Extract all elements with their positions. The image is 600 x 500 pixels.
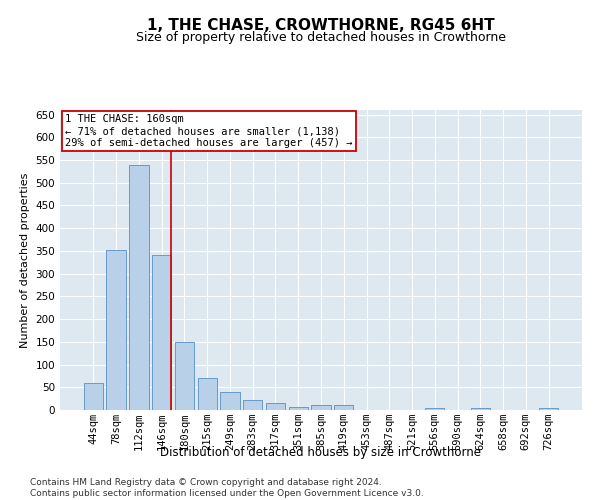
Bar [129,164,149,410]
Bar [175,342,194,410]
Bar [334,406,353,410]
Text: 1, THE CHASE, CROWTHORNE, RG45 6HT: 1, THE CHASE, CROWTHORNE, RG45 6HT [147,18,495,32]
Bar [152,256,172,410]
Bar [539,408,558,410]
Bar [243,400,262,410]
Bar [197,378,217,410]
Bar [220,392,239,410]
Text: Contains HM Land Registry data © Crown copyright and database right 2024.
Contai: Contains HM Land Registry data © Crown c… [30,478,424,498]
Bar [470,408,490,410]
Bar [289,407,308,410]
Text: Distribution of detached houses by size in Crowthorne: Distribution of detached houses by size … [161,446,482,459]
Bar [266,402,285,410]
Text: Size of property relative to detached houses in Crowthorne: Size of property relative to detached ho… [136,31,506,44]
Bar [425,408,445,410]
Y-axis label: Number of detached properties: Number of detached properties [20,172,30,348]
Text: 1 THE CHASE: 160sqm
← 71% of detached houses are smaller (1,138)
29% of semi-det: 1 THE CHASE: 160sqm ← 71% of detached ho… [65,114,353,148]
Bar [84,382,103,410]
Bar [106,250,126,410]
Bar [311,406,331,410]
